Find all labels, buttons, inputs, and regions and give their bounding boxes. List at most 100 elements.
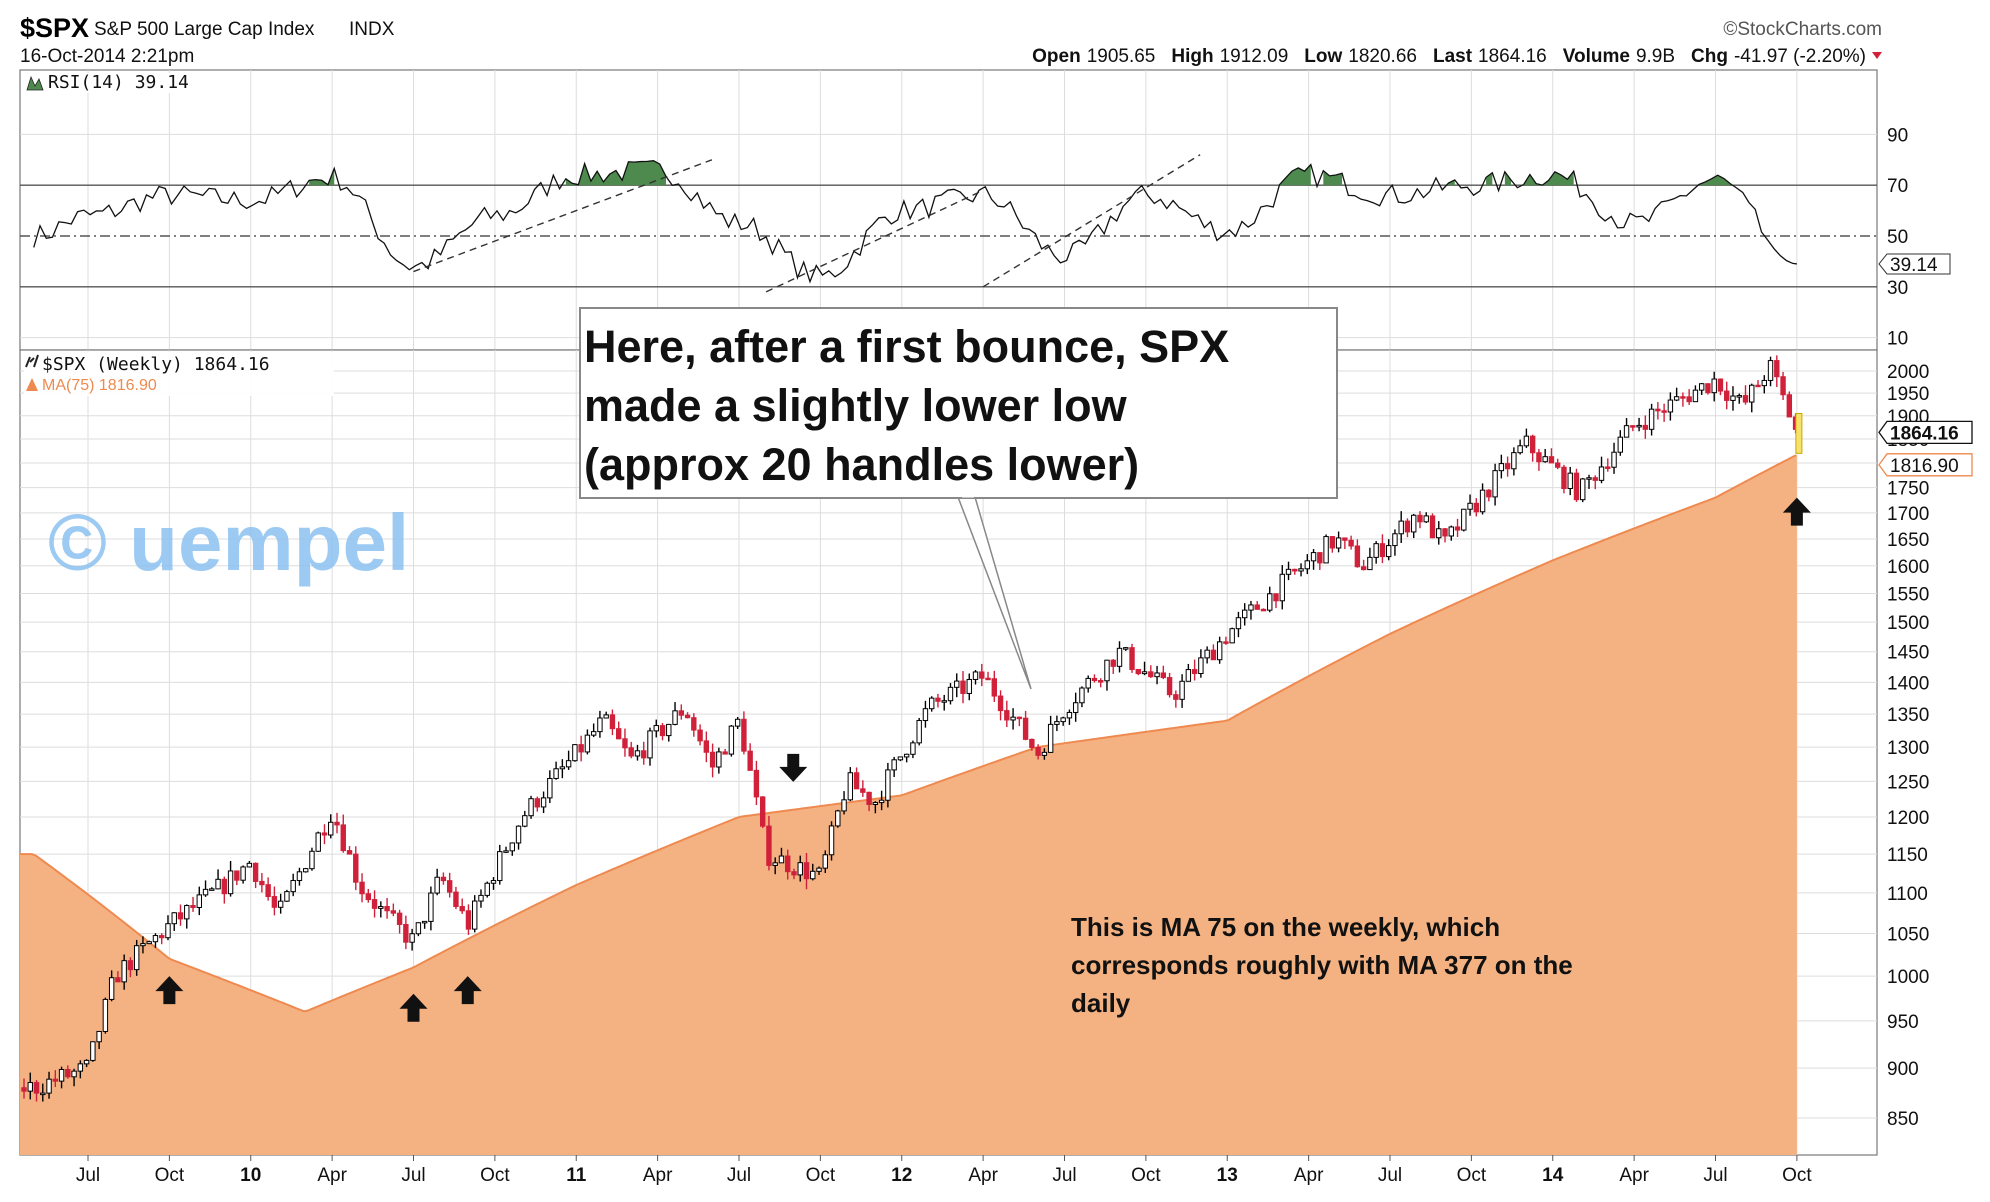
candle-body: [1780, 376, 1786, 396]
candle-body: [290, 879, 296, 893]
candle-body: [1022, 717, 1029, 740]
candle-body: [27, 1082, 33, 1092]
candle-body: [196, 894, 202, 908]
price-tick-label: 1500: [1887, 613, 1929, 634]
ma-note-line: daily: [1071, 988, 1131, 1018]
candle-body: [340, 824, 346, 852]
candle-body: [1667, 399, 1674, 413]
candle-body: [985, 677, 991, 681]
candle-body: [353, 853, 359, 883]
candle-body: [1173, 694, 1179, 700]
candle-body: [1761, 379, 1767, 387]
candle-body: [910, 742, 916, 755]
candle-body: [497, 851, 503, 882]
quote-label: Low: [1304, 46, 1342, 67]
x-tick-label: Oct: [155, 1165, 185, 1186]
rsi-legend: RSI(14) 39.14: [24, 72, 224, 93]
candle-body: [1774, 360, 1780, 378]
candle-body: [716, 751, 722, 768]
candle-body: [1749, 384, 1755, 403]
arrow-up-icon: [453, 976, 482, 1005]
candle-body: [1310, 552, 1317, 562]
candle-body: [1191, 669, 1198, 675]
candle-body: [797, 862, 803, 876]
candle-body: [691, 717, 697, 731]
candle-body: [791, 871, 797, 876]
x-tick-label: Jul: [727, 1165, 751, 1186]
candle-body: [778, 855, 785, 864]
support-arrows: [155, 497, 1811, 1022]
candle-body: [697, 729, 703, 742]
candle-body: [659, 725, 666, 737]
candle-body: [202, 888, 209, 896]
candle-body: [1242, 609, 1248, 619]
candle-body: [641, 750, 647, 759]
price-tick-label: 2000: [1887, 362, 1929, 383]
last-price-box: [1878, 420, 1973, 445]
candle-body: [703, 740, 710, 753]
x-tick-label: 12: [891, 1165, 912, 1186]
candle-body: [1091, 677, 1098, 682]
candle-body: [1160, 672, 1167, 679]
candle-body: [1104, 659, 1110, 682]
candle-body: [509, 842, 515, 852]
candle-body: [115, 977, 121, 983]
candle-last: [1795, 412, 1803, 454]
x-tick-label: Apr: [968, 1165, 998, 1186]
candle-body: [90, 1041, 96, 1061]
ma-price-label: 1816.90: [1890, 456, 1959, 477]
candle-body: [603, 714, 609, 719]
candle-body: [1473, 502, 1480, 513]
quote-label: Last: [1433, 46, 1473, 67]
candle-body: [421, 920, 428, 924]
quote-value: 1912.09: [1220, 46, 1289, 67]
rsi-overbought-fill: [1323, 170, 1343, 186]
candle-body: [1110, 659, 1116, 667]
candle-body: [1229, 628, 1235, 644]
rsi-last-label: 39.14: [1890, 255, 1938, 276]
quote-label: High: [1171, 46, 1213, 67]
candle-body: [1342, 537, 1348, 541]
candle-body: [190, 905, 196, 908]
x-tick-label: 11: [566, 1165, 587, 1186]
candle-body: [459, 906, 465, 912]
candle-body: [1398, 520, 1404, 535]
candle-body: [1166, 677, 1173, 696]
candle-body: [559, 766, 566, 770]
rsi-overbought-fill: [1504, 171, 1512, 186]
candle-body: [565, 760, 572, 768]
candle-body: [209, 888, 215, 891]
candle-body: [1492, 470, 1498, 498]
candle-body: [478, 894, 484, 902]
candle-body: [227, 870, 234, 895]
candle-body: [891, 759, 897, 771]
candle-body: [522, 815, 528, 827]
candle-body: [1148, 671, 1154, 678]
candle-body: [1047, 723, 1054, 753]
candle-body: [647, 730, 653, 759]
x-tick-label: Jul: [1052, 1165, 1076, 1186]
candle-body: [140, 943, 146, 947]
ma75-line: [20, 454, 1797, 1013]
candle-body: [390, 910, 397, 914]
candle-body: [1098, 680, 1104, 683]
candle-body: [1360, 566, 1367, 571]
candle-body: [1273, 593, 1279, 602]
candle-body: [1580, 478, 1586, 501]
candle-body: [1411, 514, 1417, 533]
candle-body: [371, 899, 378, 909]
candle-body: [1392, 533, 1398, 547]
candle-body: [547, 777, 553, 799]
rsi-tick-label: 90: [1887, 125, 1908, 146]
candle-body: [872, 802, 879, 805]
candle-body: [653, 725, 659, 732]
brand-link[interactable]: ©StockCharts.com: [1723, 19, 1882, 40]
candle-body: [553, 768, 559, 779]
candle-body: [1072, 702, 1079, 713]
price-tick-label: 1750: [1887, 479, 1929, 500]
price-tick-label: 950: [1887, 1012, 1919, 1033]
rsi-trendline: [765, 189, 984, 293]
candle-body: [1016, 716, 1023, 720]
callout-line: made a slightly lower low: [584, 380, 1128, 431]
